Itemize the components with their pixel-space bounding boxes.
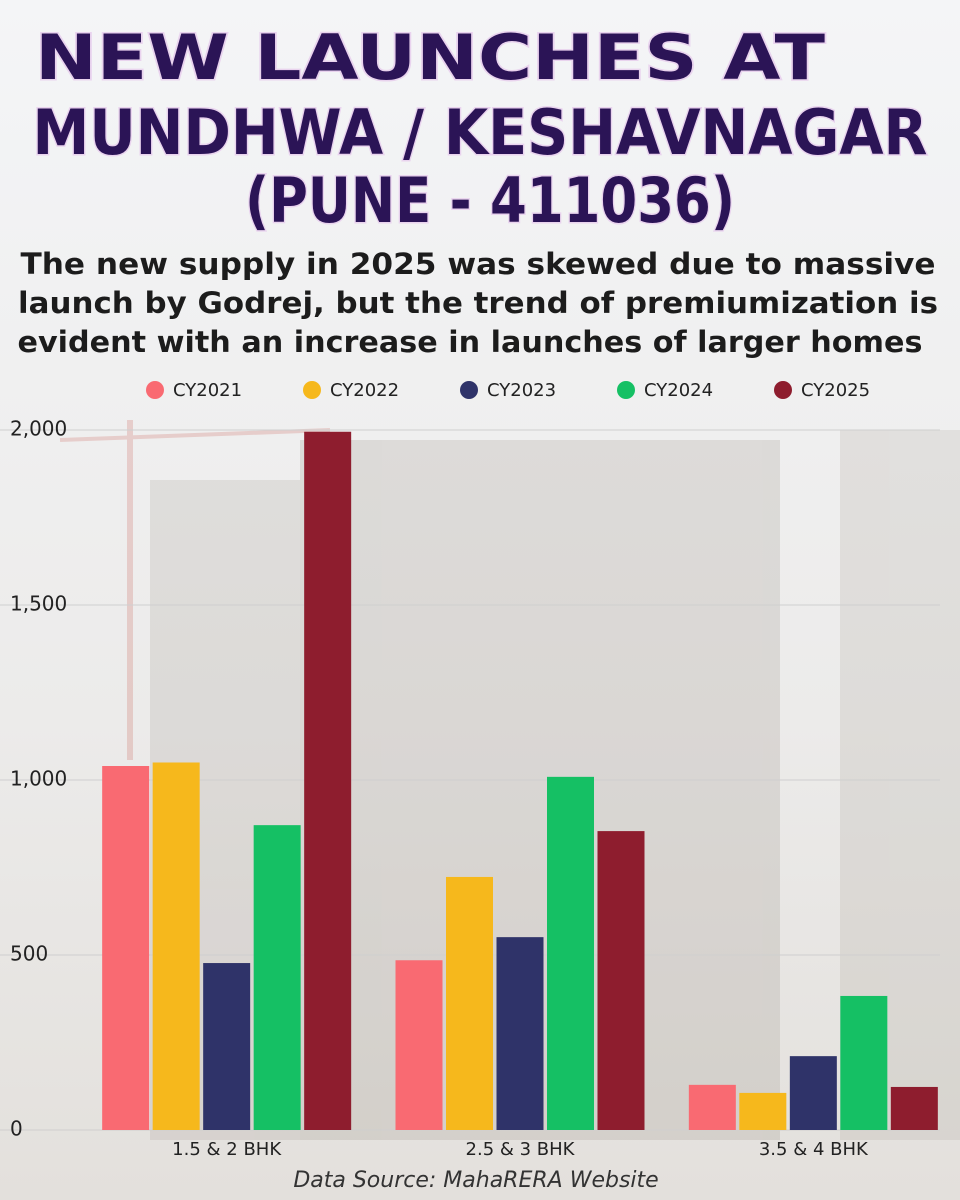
title-line: NEW LAUNCHES AT (35, 21, 825, 94)
x-tick-label: 2.5 & 3 BHK (466, 1139, 576, 1160)
y-tick-label: 1,500 (10, 592, 67, 616)
bar (688, 1084, 736, 1130)
legend-marker (303, 381, 321, 399)
legend-label: CY2021 (173, 380, 242, 401)
bar (395, 960, 443, 1130)
x-tick-label: 3.5 & 4 BHK (759, 1139, 869, 1160)
bar (789, 1056, 837, 1130)
plot: 0 500 1,000 1,500 2,000 CY2021 CY2022 CY2023 CY2… (0, 380, 940, 1160)
legend-label: CY2024 (644, 380, 713, 401)
bar (152, 762, 200, 1130)
legend-marker (460, 381, 478, 399)
bar (446, 876, 493, 1130)
bar (739, 1092, 787, 1130)
bar (253, 825, 301, 1130)
legend-marker (146, 381, 164, 399)
bar (547, 776, 594, 1130)
source: Data Source: MahaRERA Website (293, 1168, 658, 1193)
subtitle-line: The new supply in 2025 was skewed due to… (21, 247, 936, 281)
subtitle-line: launch by Godrej, but the trend of premi… (18, 286, 938, 320)
bar (840, 995, 888, 1130)
legend-marker (774, 381, 792, 399)
x-tick-label: 1.5 & 2 BHK (172, 1139, 282, 1160)
y-tick-label: 0 (10, 1117, 23, 1141)
legend-label: CY2022 (330, 380, 399, 401)
bar (304, 431, 352, 1130)
bar (597, 831, 645, 1130)
subtitle-line: evident with an increase in launches of … (18, 325, 923, 359)
title-line: (PUNE - 411036) (245, 164, 735, 237)
legend-marker (617, 381, 635, 399)
bar (102, 766, 150, 1130)
y-tick-label: 1,000 (10, 767, 67, 791)
bar (496, 937, 544, 1130)
bar (890, 1086, 938, 1130)
title-line: MUNDHWA / KESHAVNAGAR (33, 96, 928, 169)
y-tick-label: 500 (10, 942, 48, 966)
bar (203, 963, 251, 1130)
legend-label: CY2025 (801, 380, 870, 401)
background-buildings (59, 420, 960, 1140)
y-tick-label: 2,000 (10, 417, 67, 441)
legend-label: CY2023 (487, 380, 556, 401)
